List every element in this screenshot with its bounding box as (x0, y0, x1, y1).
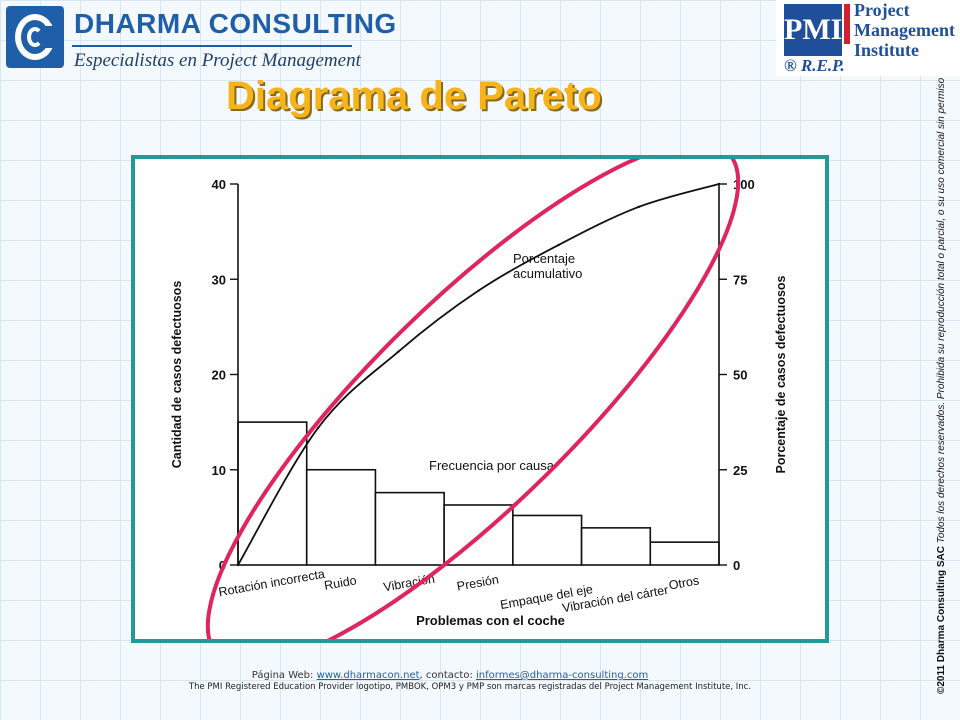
cumulative-point-0 (236, 563, 240, 567)
bar-1 (305, 468, 377, 566)
footer-contact: Página Web: www.dharmacon.net, contacto:… (0, 670, 900, 681)
category-label-1: Ruido (323, 573, 358, 592)
copyright-note: ©2011 Dharma Consulting SAC Todos los de… (936, 78, 947, 694)
y2-tick-label-0: 0 (733, 558, 740, 573)
pareto-chart-frame: 0 10 20 30 40 0 25 50 75 100 Rotación incorrecta Ru… (131, 155, 829, 643)
y2-tick-label-2: 50 (733, 368, 747, 383)
slide-title: Diagrama de Pareto (226, 74, 602, 118)
cumulative-point-6 (717, 182, 721, 186)
pmi-logo-mark: PMI (784, 4, 842, 56)
annotation-cumulative-0: Porcentaje (513, 251, 575, 266)
y2-axis-title: Porcentaje de casos defectuosos (774, 275, 788, 473)
y-tick-label-1: 10 (212, 463, 226, 478)
pmi-logo: PMI Project Management Institute ® R.E.P… (776, 0, 960, 76)
company-tagline: Especialistas en Project Management (74, 50, 361, 71)
bar-4 (512, 514, 583, 566)
highlight-ellipse (205, 159, 741, 639)
cumulative-point-3 (477, 289, 480, 292)
y-tick-label-2: 20 (212, 368, 226, 383)
footer-legal: The PMI Registered Education Provider lo… (188, 682, 752, 692)
bar-2 (374, 491, 445, 566)
pmi-line-3: Institute (854, 40, 920, 60)
cumulative-point-1 (316, 426, 320, 430)
dharma-logo: DHARMA CONSULTING Especialistas en Proje… (6, 6, 396, 72)
brand-divider (72, 45, 352, 47)
y2-tick-label-3: 75 (733, 272, 747, 287)
x-axis-title: Problemas con el coche (416, 613, 565, 628)
y-axis-title: Cantidad de casos defectuosos (170, 281, 184, 469)
footer-web-label: Página Web: (251, 670, 314, 681)
dharma-logo-icon (6, 6, 64, 68)
y2-tick-label-1: 25 (733, 463, 747, 478)
bar-5 (580, 527, 652, 566)
copyright-holder: ©2011 Dharma Consulting SAC (936, 546, 947, 694)
pmi-logo-accent (844, 4, 850, 44)
annotation-cumulative-1: acumulativo (513, 266, 582, 281)
cumulative-point-2 (397, 350, 400, 353)
y-tick-label-3: 30 (212, 272, 226, 287)
pmi-logo-text: Project Management Institute (854, 0, 955, 60)
bar-0 (237, 421, 308, 566)
pmi-line-2: Management (854, 20, 955, 40)
footer-contact-label: , contacto: (419, 670, 473, 681)
bar-6 (649, 541, 720, 566)
website-link[interactable]: www.dharmacon.net (316, 670, 420, 681)
category-label-3: Presión (456, 572, 500, 593)
copyright-text: Todos los derechos reservados. Prohibida… (936, 77, 947, 547)
company-name: DHARMA CONSULTING (74, 8, 397, 39)
cumulative-point-5 (637, 205, 641, 209)
category-label-6: Otros (668, 574, 701, 593)
annotation-frequency: Frecuencia por causa (429, 458, 555, 473)
pmi-rep-label: ® R.E.P. (784, 56, 845, 75)
pmi-line-1: Project (854, 0, 910, 20)
y-tick-label-4: 40 (212, 177, 226, 192)
email-link[interactable]: informes@dharma-consulting.com (476, 670, 649, 681)
cumulative-point-4 (557, 243, 560, 247)
category-label-0: Rotación incorrecta (217, 567, 326, 599)
